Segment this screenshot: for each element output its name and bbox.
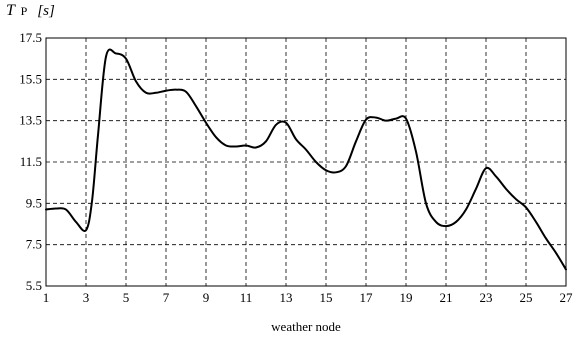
x-tick-label: 3 — [83, 290, 90, 305]
x-tick-label: 11 — [240, 290, 253, 305]
y-axis-label: T P [s] — [6, 2, 55, 19]
x-tick-label: 25 — [520, 290, 533, 305]
x-tick-label: 27 — [560, 290, 574, 305]
grid-lines — [46, 38, 566, 286]
y-tick-label: 13.5 — [19, 113, 42, 128]
y-tick-label: 11.5 — [20, 154, 42, 169]
y-tick-label: 15.5 — [19, 71, 42, 86]
y-tick-label: 17.5 — [19, 30, 42, 45]
x-axis-label: weather node — [271, 319, 341, 334]
series-line — [45, 48, 567, 271]
x-tick-label: 7 — [163, 290, 170, 305]
x-tick-label: 23 — [480, 290, 493, 305]
x-tick-label: 15 — [320, 290, 333, 305]
x-tick-label: 21 — [440, 290, 453, 305]
y-axis-unit: [s] — [37, 3, 55, 19]
x-tick-label: 17 — [360, 290, 374, 305]
y-tick-label: 7.5 — [26, 237, 42, 252]
y-axis-symbol: T — [6, 2, 16, 19]
x-tick-label: 9 — [203, 290, 210, 305]
x-tick-label: 19 — [400, 290, 413, 305]
y-axis-subscript: P — [21, 4, 28, 18]
x-tick-label: 1 — [43, 290, 50, 305]
x-tick-label: 13 — [280, 290, 293, 305]
y-tick-label: 5.5 — [26, 278, 42, 293]
tick-labels: 1 3 5 7 9 11 13 15 17 19 21 23 25 275.57.59.511.513.5… — [19, 30, 573, 305]
x-tick-label: 5 — [123, 290, 130, 305]
plot-frame — [45, 37, 567, 287]
y-tick-label: 9.5 — [26, 195, 42, 210]
